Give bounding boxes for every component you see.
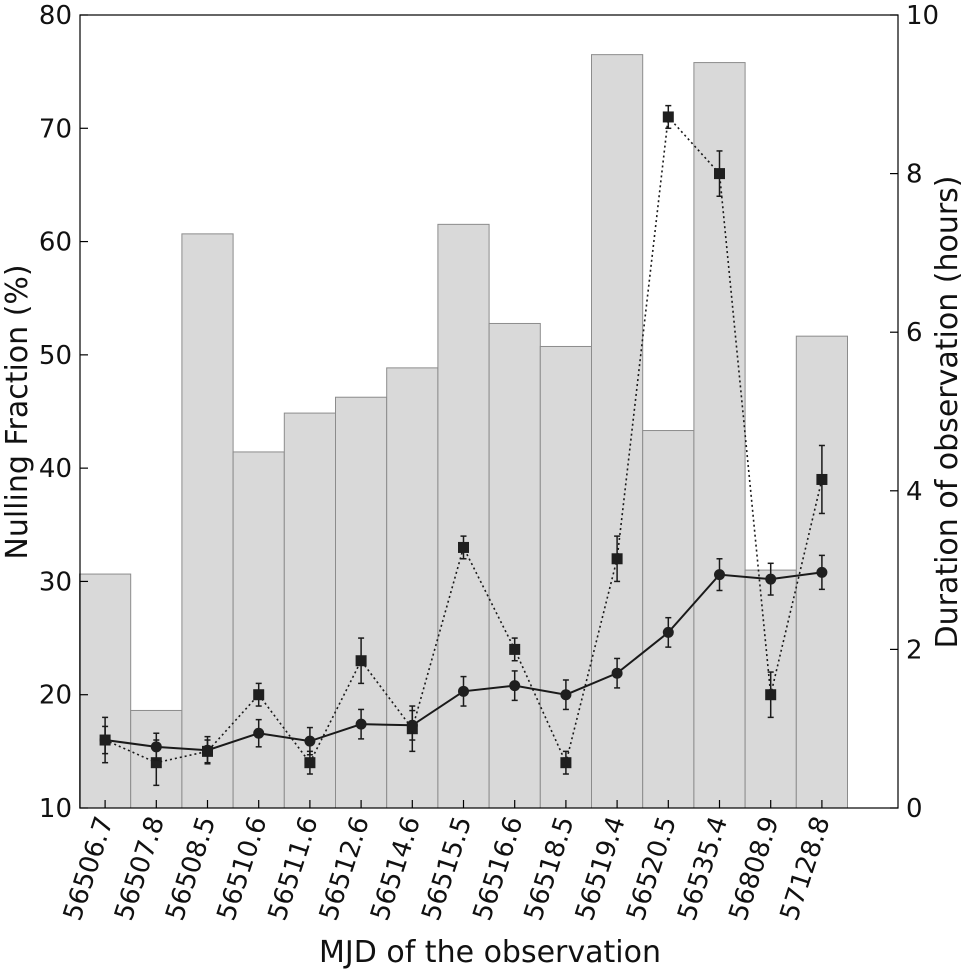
left-tick-label: 20 xyxy=(39,681,72,711)
right-tick-label: 10 xyxy=(906,1,939,31)
left-tick-label: 70 xyxy=(39,114,72,144)
square-marker xyxy=(458,541,469,553)
x-tick-label: 56515.5 xyxy=(416,813,478,925)
duration-bar xyxy=(232,451,285,809)
circle-marker xyxy=(355,718,367,730)
duration-bar xyxy=(181,233,234,809)
square-marker xyxy=(714,168,725,180)
x-tick-label: 56508.5 xyxy=(160,813,222,925)
x-tick-label: 57128.8 xyxy=(775,813,837,925)
duration-bars xyxy=(79,54,848,809)
left-tick-label: 10 xyxy=(39,794,72,824)
circle-marker xyxy=(560,689,572,701)
circle-marker xyxy=(509,680,521,692)
circle-marker xyxy=(253,727,265,739)
left-tick-label: 80 xyxy=(39,1,72,31)
square-marker xyxy=(509,643,521,655)
right-y-axis-title: Duration of observation (hours) xyxy=(930,176,965,649)
plot-frame xyxy=(79,14,899,809)
square-marker xyxy=(816,473,828,485)
x-tick-label: 56506.7 xyxy=(58,813,120,925)
nulling-fraction-lines xyxy=(99,104,828,787)
x-tick-label: 56535.4 xyxy=(672,813,734,925)
circle-marker xyxy=(611,667,623,679)
square-marker xyxy=(355,655,367,667)
duration-bar xyxy=(591,54,644,809)
duration-bar xyxy=(437,223,490,809)
right-tick-label: 2 xyxy=(906,635,923,665)
circle-marker xyxy=(458,685,469,697)
x-tick-label: 56808.9 xyxy=(724,813,786,925)
x-tick-label: 56516.6 xyxy=(468,813,530,925)
left-tick-label: 30 xyxy=(39,567,72,597)
square-marker xyxy=(150,757,162,769)
circle-marker xyxy=(714,569,725,581)
x-tick-label: 56514.6 xyxy=(365,813,427,925)
circle-marker xyxy=(150,741,162,753)
duration-bar xyxy=(79,573,132,809)
square-marker xyxy=(304,757,316,769)
square-marker xyxy=(560,757,572,769)
circle-marker xyxy=(304,735,316,747)
circle-marker xyxy=(662,626,674,638)
dotted-series-line xyxy=(104,115,823,766)
duration-bar xyxy=(539,345,592,809)
circle-marker xyxy=(765,573,777,585)
right-tick-label: 8 xyxy=(906,160,923,190)
circle-marker xyxy=(406,719,418,731)
duration-bar xyxy=(335,396,388,809)
square-marker xyxy=(662,111,674,123)
duration-bar xyxy=(488,322,541,809)
circle-marker xyxy=(202,744,213,756)
x-tick-label: 56507.8 xyxy=(109,813,171,925)
square-marker xyxy=(765,689,777,701)
x-tick-label: 56520.5 xyxy=(621,813,683,925)
x-tick-label: 56512.6 xyxy=(314,813,376,925)
x-tick-label: 56519.4 xyxy=(570,813,632,925)
x-axis-title: MJD of the observation xyxy=(319,935,661,970)
right-tick-label: 0 xyxy=(906,794,923,824)
square-marker xyxy=(611,553,623,565)
left-tick-label: 40 xyxy=(39,454,72,484)
square-marker xyxy=(253,689,265,701)
right-tick-label: 6 xyxy=(906,318,923,348)
x-tick-label: 56510.6 xyxy=(212,813,274,925)
circle-marker xyxy=(816,566,828,578)
x-tick-label: 56518.5 xyxy=(519,813,581,925)
circle-marker xyxy=(99,734,111,746)
x-tick-label: 56511.6 xyxy=(263,813,325,925)
left-tick-label: 50 xyxy=(39,341,72,371)
left-tick-label: 60 xyxy=(39,228,72,258)
left-y-axis-title: Nulling Fraction (%) xyxy=(0,264,35,559)
right-tick-label: 4 xyxy=(906,477,923,507)
